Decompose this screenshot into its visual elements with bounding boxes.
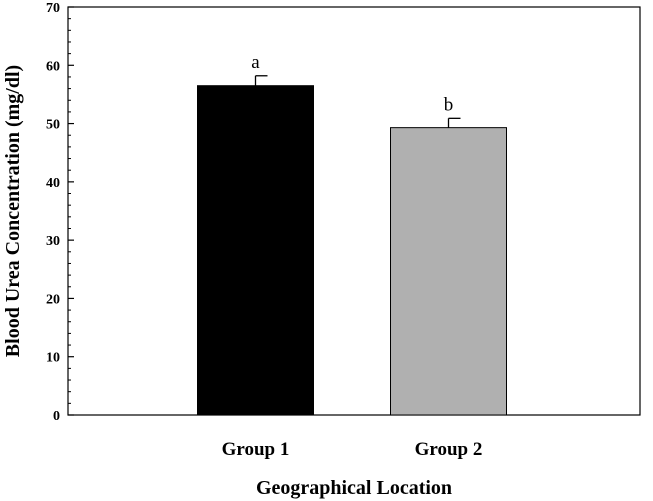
significance-label: a bbox=[251, 52, 260, 73]
plot-frame bbox=[67, 6, 641, 416]
y-tick-label: 60 bbox=[46, 59, 60, 74]
y-tick-label: 20 bbox=[46, 292, 60, 307]
x-category-label: Group 2 bbox=[415, 439, 483, 460]
y-axis-title: Blood Urea Concentration (mg/dl) bbox=[2, 65, 24, 357]
bar-2 bbox=[390, 127, 507, 416]
y-tick-label: 30 bbox=[46, 234, 60, 249]
y-tick-label: 0 bbox=[53, 409, 60, 424]
bar-1 bbox=[197, 85, 314, 416]
y-tick-label: 50 bbox=[46, 118, 60, 133]
bar-series: ab bbox=[197, 52, 507, 416]
y-tick-label: 70 bbox=[46, 1, 60, 16]
x-axis-categories: Group 1 Group 2 bbox=[222, 439, 483, 460]
y-tick-label: 10 bbox=[46, 351, 60, 366]
y-axis: 0 10 20 30 40 50 60 70 bbox=[46, 1, 74, 424]
significance-label: b bbox=[444, 94, 454, 115]
x-axis-title: Geographical Location bbox=[256, 477, 452, 499]
x-category-label: Group 1 bbox=[222, 439, 290, 460]
y-tick-label: 40 bbox=[46, 176, 60, 191]
